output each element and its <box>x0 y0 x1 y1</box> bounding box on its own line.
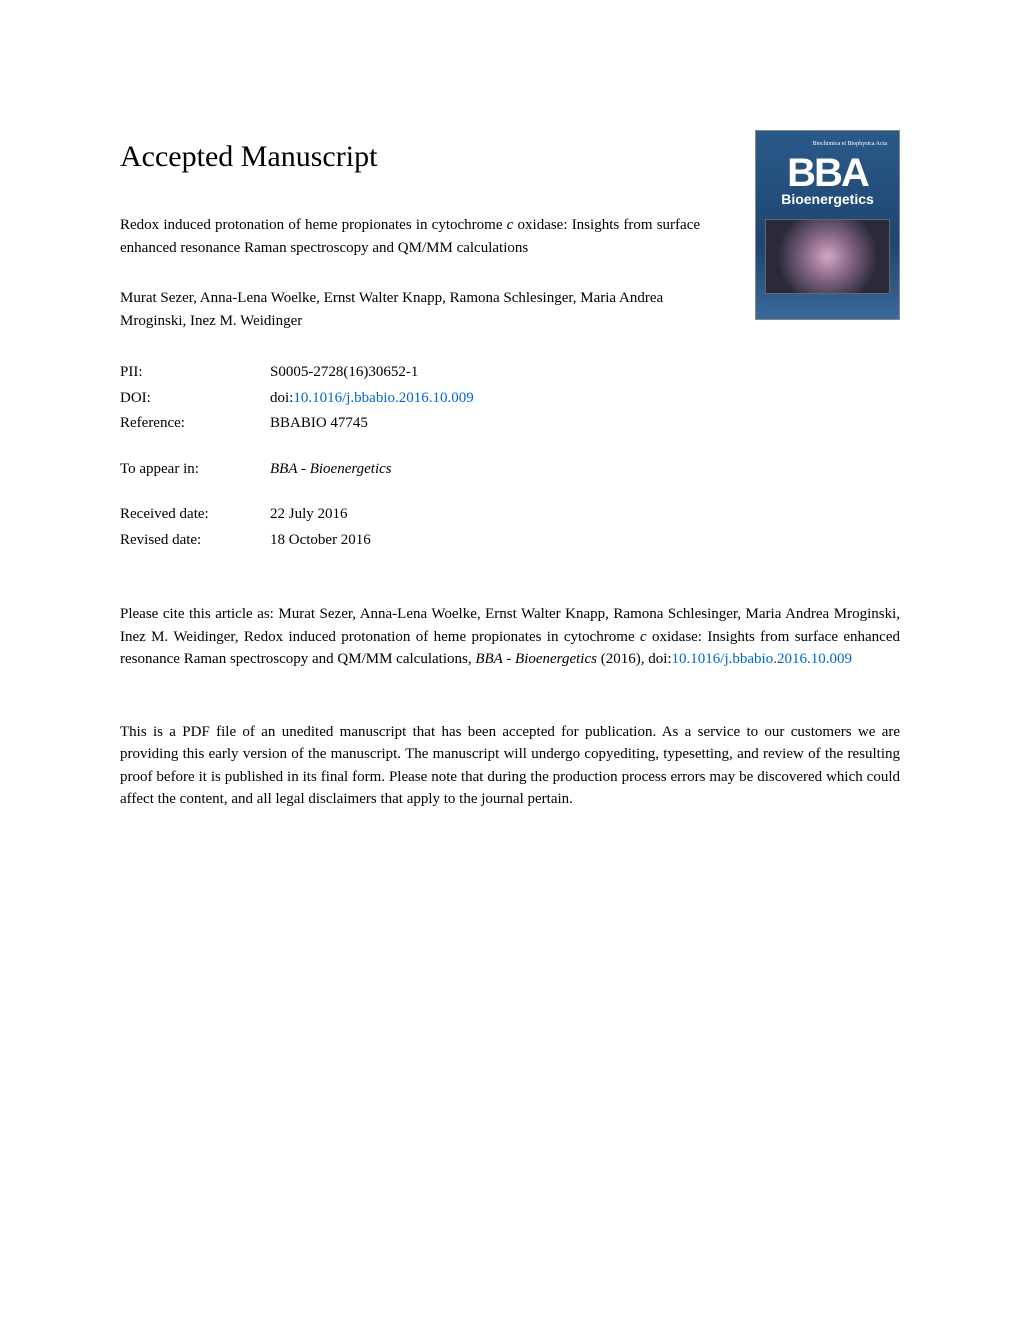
doi-label: DOI: <box>120 386 270 412</box>
journal-cover-image: Biochimica et Biophysica Acta BBA Bioene… <box>755 130 900 320</box>
citation-italic-c: c <box>640 629 647 645</box>
revised-label: Revised date: <box>120 528 270 554</box>
citation-post: (2016), doi: <box>597 651 672 667</box>
article-title: Redox induced protonation of heme propio… <box>120 214 700 259</box>
doi-link[interactable]: 10.1016/j.bbabio.2016.10.009 <box>293 390 473 406</box>
metadata-table-3: Received date: 22 July 2016 Revised date… <box>120 502 900 553</box>
meta-row-revised: Revised date: 18 October 2016 <box>120 528 900 554</box>
citation-doi-link[interactable]: 10.1016/j.bbabio.2016.10.009 <box>672 651 852 667</box>
title-text-pre: Redox induced protonation of heme propio… <box>120 217 507 233</box>
doi-value: doi:10.1016/j.bbabio.2016.10.009 <box>270 386 900 412</box>
meta-row-appear: To appear in: BBA - Bioenergetics <box>120 457 900 483</box>
appear-value-italic: BBA - Bioenergetics <box>270 461 392 477</box>
cover-subtitle: Bioenergetics <box>781 191 874 207</box>
appear-value: BBA - Bioenergetics <box>270 457 900 483</box>
disclaimer-text: This is a PDF file of an unedited manusc… <box>120 721 900 811</box>
citation-text: Please cite this article as: Murat Sezer… <box>120 603 900 671</box>
reference-label: Reference: <box>120 411 270 437</box>
pii-value: S0005-2728(16)30652-1 <box>270 360 900 386</box>
metadata-table-2: To appear in: BBA - Bioenergetics <box>120 457 900 483</box>
received-value: 22 July 2016 <box>270 502 900 528</box>
pii-label: PII: <box>120 360 270 386</box>
received-label: Received date: <box>120 502 270 528</box>
cover-bba-logo: BBA <box>787 153 868 193</box>
metadata-table: PII: S0005-2728(16)30652-1 DOI: doi:10.1… <box>120 360 900 437</box>
cover-publisher-text: Biochimica et Biophysica Acta <box>764 139 891 149</box>
meta-row-doi: DOI: doi:10.1016/j.bbabio.2016.10.009 <box>120 386 900 412</box>
meta-row-pii: PII: S0005-2728(16)30652-1 <box>120 360 900 386</box>
meta-row-reference: Reference: BBABIO 47745 <box>120 411 900 437</box>
cover-artwork <box>765 219 890 294</box>
reference-value: BBABIO 47745 <box>270 411 900 437</box>
author-list: Murat Sezer, Anna-Lena Woelke, Ernst Wal… <box>120 287 700 332</box>
doi-prefix: doi: <box>270 390 293 406</box>
appear-label: To appear in: <box>120 457 270 483</box>
meta-row-received: Received date: 22 July 2016 <box>120 502 900 528</box>
citation-journal-name: BBA - Bioenergetics <box>475 651 597 667</box>
revised-value: 18 October 2016 <box>270 528 900 554</box>
